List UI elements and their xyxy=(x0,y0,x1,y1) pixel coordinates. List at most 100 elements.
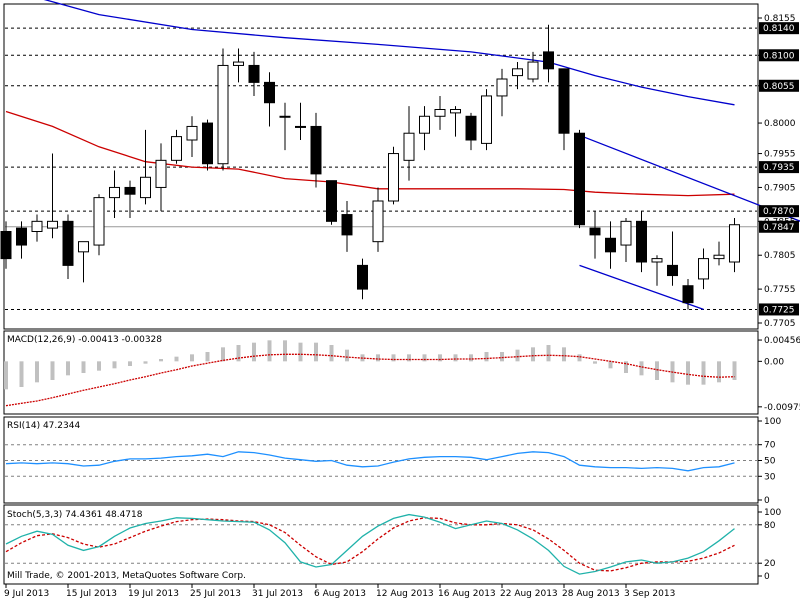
bullish-candle xyxy=(31,220,43,232)
price-tick-label: 0.7705 xyxy=(764,319,796,329)
macd-tick-label: 0.00 xyxy=(764,357,784,367)
bullish-candle xyxy=(155,159,167,188)
stochastic-tick-label: 0 xyxy=(764,572,770,582)
bullish-candle xyxy=(217,64,229,165)
price-tick-label: 0.7905 xyxy=(764,183,796,193)
time-tick-label: 3 Sep 2013 xyxy=(624,589,675,599)
channel-upper-line xyxy=(579,134,800,222)
macd-histogram-bar xyxy=(283,340,287,362)
bullish-candle xyxy=(450,109,461,114)
bullish-candle xyxy=(527,61,539,80)
macd-tick-label: -0.00975 xyxy=(764,403,800,413)
macd-histogram-bar xyxy=(50,361,55,380)
bullish-candle xyxy=(698,258,709,280)
bullish-candle xyxy=(78,241,89,253)
macd-histogram-bar xyxy=(128,361,132,366)
macd-histogram-bar xyxy=(205,352,210,362)
macd-histogram-bar xyxy=(484,352,489,362)
macd-histogram-bar xyxy=(345,349,349,362)
rsi-axis: 100 70 50 30 0 xyxy=(758,417,781,506)
rsi-level-lines xyxy=(5,444,757,477)
macd-histogram-bar xyxy=(391,354,396,362)
bearish-candle xyxy=(465,115,477,141)
bearish-candle xyxy=(558,68,570,134)
macd-histogram-bar xyxy=(221,347,225,362)
rsi-line xyxy=(5,451,735,472)
bullish-candle xyxy=(186,125,198,141)
bearish-candle xyxy=(202,122,213,165)
macd-histogram-bar xyxy=(577,354,582,362)
macd-histogram-bar xyxy=(97,361,101,371)
macd-histogram-bar xyxy=(469,354,473,362)
macd-histogram-bar xyxy=(500,352,504,362)
macd-histogram-bar xyxy=(267,340,272,362)
rsi-polyline xyxy=(5,451,735,472)
stochastic-signal-line xyxy=(5,517,735,572)
bearish-candle xyxy=(124,186,136,195)
stochastic-panel: Stoch(5,3,3) 74.4361 48.4718 100 80 20 0 Mi… xyxy=(3,504,781,585)
bearish-candle xyxy=(543,51,554,70)
level-price-tag-bg xyxy=(759,205,799,218)
price-tick-label: 0.8000 xyxy=(764,119,796,129)
macd-histogram-bar xyxy=(236,345,241,362)
stochastic-main-polyline xyxy=(5,513,735,575)
macd-histogram-bar xyxy=(174,356,179,362)
bearish-candle xyxy=(0,231,12,260)
current-price-tag-bg xyxy=(759,220,799,233)
bullish-candle xyxy=(47,220,58,229)
time-tick-label: 25 Jul 2013 xyxy=(190,589,241,599)
macd-histogram-bar xyxy=(422,354,427,362)
bullish-candle xyxy=(651,258,663,263)
macd-histogram-bar xyxy=(329,345,334,362)
macd-histogram-bar xyxy=(593,361,597,364)
rsi-tick-label: 30 xyxy=(764,472,776,482)
price-axis: 0.8155 0.8100 0.8055 0.8000 0.7955 0.7905 0.78… xyxy=(758,14,799,329)
rsi-tick-label: 50 xyxy=(764,457,776,467)
bullish-candle xyxy=(713,254,725,260)
level-price-tag: 0.8055 xyxy=(763,82,795,92)
bullish-candle xyxy=(419,115,430,134)
level-price-tag: 0.7935 xyxy=(763,163,795,173)
macd-signal-line xyxy=(5,353,735,407)
macd-histogram-bar xyxy=(655,361,659,380)
macd-axis: 0.00456 0.00 -0.00975 xyxy=(758,336,800,413)
macd-histogram-bar xyxy=(453,354,458,362)
bearish-candle xyxy=(62,220,74,266)
slow-moving-average xyxy=(43,0,735,106)
bullish-candle xyxy=(481,95,492,144)
bullish-candle xyxy=(403,132,415,161)
level-price-tag-bg xyxy=(759,161,799,174)
bullish-candle xyxy=(171,136,182,161)
macd-histogram-bar xyxy=(298,342,303,362)
macd-histogram-bar xyxy=(81,361,86,373)
bearish-candle xyxy=(682,285,694,304)
level-price-tag: 0.7870 xyxy=(763,207,795,217)
stochastic-level-lines xyxy=(5,524,757,564)
rsi-panel: RSI(14) 47.2344 100 70 50 30 0 xyxy=(3,416,781,506)
bullish-candle xyxy=(372,200,384,243)
bullish-candle xyxy=(233,61,244,66)
macd-histogram-bar xyxy=(112,361,117,369)
time-tick-label: 22 Aug 2013 xyxy=(500,589,558,599)
stochastic-signal-polyline xyxy=(5,517,735,572)
stochastic-axis: 100 80 20 0 xyxy=(758,508,781,582)
time-axis: 9 Jul 2013 15 Jul 2013 19 Jul 2013 25 Jul 2… xyxy=(4,584,675,599)
rsi-label: RSI(14) 47.2344 xyxy=(7,421,80,431)
time-tick-label: 19 Jul 2013 xyxy=(128,589,179,599)
macd-histogram-bar xyxy=(717,361,721,383)
macd-histogram-bar xyxy=(66,361,70,376)
macd-histogram-bar xyxy=(35,361,39,383)
bullish-candle xyxy=(496,78,508,97)
bearish-candle xyxy=(574,132,585,226)
macd-histogram-bar xyxy=(608,361,613,369)
bearish-candle xyxy=(589,227,601,236)
bearish-candle xyxy=(310,125,322,175)
macd-histogram-bar xyxy=(515,349,520,362)
bullish-candle xyxy=(93,197,105,246)
stochastic-label: Stoch(5,3,3) 74.4361 48.4718 xyxy=(7,510,143,520)
bearish-candle xyxy=(605,237,616,253)
bearish-candle xyxy=(636,220,647,263)
bearish-candle xyxy=(16,227,27,246)
rsi-tick-label: 70 xyxy=(764,441,776,451)
